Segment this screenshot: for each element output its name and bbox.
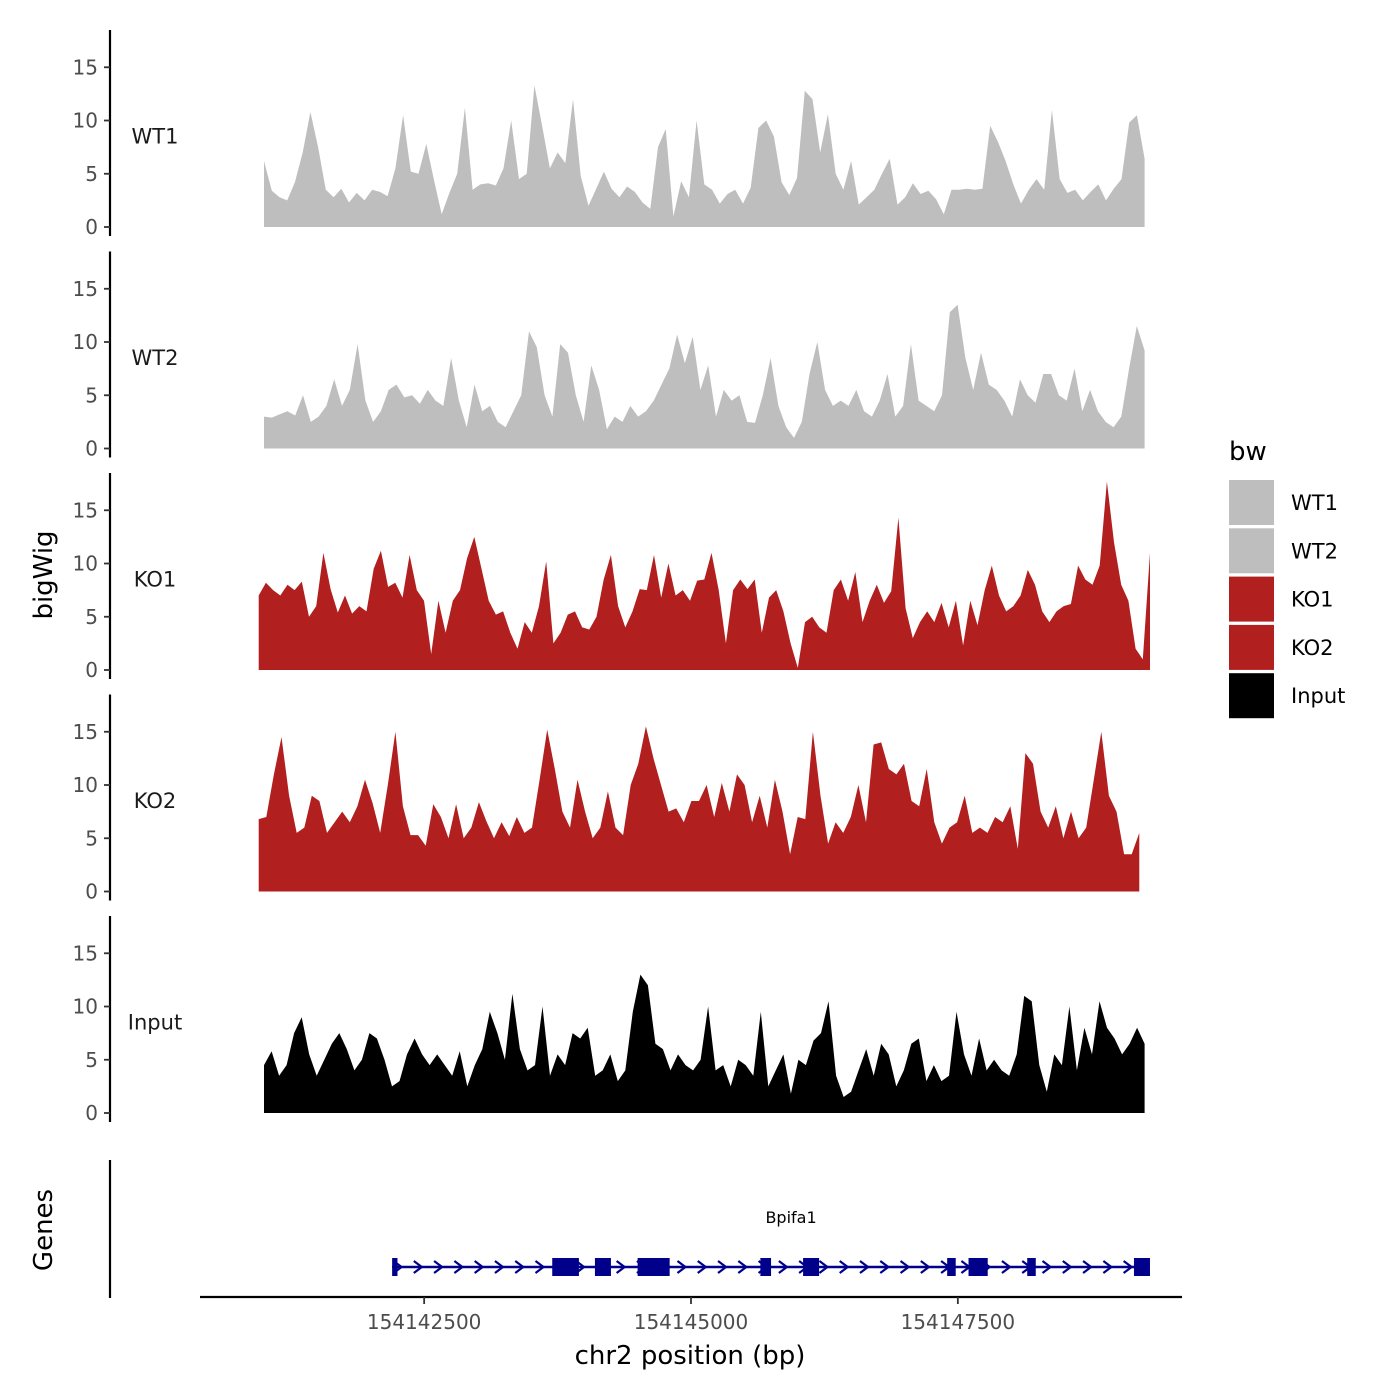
legend: bw WT1 WT2 KO1 KO2 Input [1229, 437, 1345, 719]
strand-arrow [534, 1260, 546, 1274]
gene-exon [947, 1258, 956, 1276]
y-tick-label: 0 [85, 437, 98, 461]
gene-exon [552, 1258, 579, 1276]
strand-arrow [717, 1260, 728, 1274]
legend-label-wt2: WT2 [1291, 539, 1338, 563]
strand-arrow [1041, 1260, 1053, 1274]
y-tick-label: 5 [85, 162, 98, 186]
signal-area-wt2 [264, 304, 1145, 449]
track-wt2: 0 5 10 15 WT2 [73, 251, 1145, 461]
strand-arrow [839, 1260, 850, 1274]
legend-label-wt1: WT1 [1291, 491, 1338, 515]
y-tick-label: 0 [85, 658, 98, 682]
legend-label-ko1: KO1 [1291, 588, 1334, 612]
y-tick-label: 5 [85, 1048, 98, 1072]
signal-area-input [264, 974, 1145, 1113]
strand-arrow [494, 1260, 505, 1274]
strand-arrow [453, 1260, 465, 1274]
gene-exon [1133, 1258, 1150, 1276]
legend-swatch-ko1 [1229, 576, 1274, 622]
y-tick-label: 15 [73, 55, 98, 79]
gene-exon [392, 1258, 398, 1276]
strand-arrow [697, 1260, 708, 1274]
strand-arrow [1082, 1260, 1093, 1274]
track-label: Input [128, 1010, 182, 1034]
strand-arrow [514, 1260, 526, 1274]
strand-arrow [859, 1260, 870, 1274]
signal-tracks: 0 5 10 15 WT1 0 5 10 15 WT2 0 5 10 15 KO1 0 5 10 15 KO2 0 5 10… [73, 30, 1150, 1125]
y-tick-label: 10 [73, 995, 98, 1019]
gene-exon [594, 1258, 611, 1276]
strand-arrow [1062, 1260, 1073, 1274]
track-label: KO1 [134, 567, 177, 591]
strand-arrow [778, 1260, 789, 1274]
gene-track: Bpifa1 [108, 1160, 1150, 1298]
y-tick-label: 10 [73, 330, 98, 354]
track-ko1: 0 5 10 15 KO1 [73, 473, 1150, 682]
track-label: KO2 [134, 789, 177, 813]
legend-swatch-input [1229, 673, 1274, 719]
strand-arrow [920, 1260, 931, 1274]
track-label: WT2 [132, 346, 179, 370]
y-tick-label: 5 [85, 383, 98, 407]
strand-arrow [413, 1260, 424, 1274]
strand-arrow [433, 1260, 444, 1274]
track-input: 0 5 10 15 Input [73, 916, 1145, 1125]
gene-exon [1027, 1258, 1036, 1276]
y-tick-label: 0 [85, 1101, 98, 1125]
y-tick-label: 0 [85, 215, 98, 239]
strand-arrow [737, 1260, 749, 1274]
x-axis-title: chr2 position (bp) [575, 1341, 806, 1371]
x-tick-label: 154147500 [901, 1310, 1016, 1334]
legend-label-ko2: KO2 [1291, 636, 1334, 660]
track-ko2: 0 5 10 15 KO2 [73, 694, 1140, 904]
genes-track-title: Genes [29, 1189, 59, 1271]
strand-arrow [615, 1260, 627, 1274]
y-tick-label: 15 [73, 720, 98, 744]
signal-area-wt1 [264, 85, 1145, 228]
track-label: WT1 [132, 124, 179, 148]
gene-exon [760, 1258, 772, 1276]
strand-arrow [1122, 1260, 1134, 1274]
strand-arrow [879, 1260, 891, 1274]
gene-exon [803, 1258, 820, 1276]
y-axis-title: bigWig [29, 530, 59, 619]
y-tick-label: 15 [73, 498, 98, 522]
strand-arrow [1001, 1260, 1012, 1274]
strand-arrow [473, 1260, 485, 1274]
y-tick-label: 15 [73, 941, 98, 965]
legend-swatch-ko2 [1229, 624, 1274, 670]
gene-exon [968, 1258, 988, 1276]
x-axis: 154142500 154145000 154147500 [200, 1295, 1182, 1334]
x-tick-label: 154145000 [634, 1310, 749, 1334]
y-tick-label: 15 [73, 277, 98, 301]
x-tick-label: 154142500 [367, 1310, 482, 1334]
gene-exon [637, 1258, 670, 1276]
y-tick-label: 10 [73, 773, 98, 797]
strand-arrow [676, 1260, 688, 1274]
gene-name-label: Bpifa1 [765, 1208, 816, 1227]
track-wt1: 0 5 10 15 WT1 [73, 30, 1145, 239]
legend-swatch-wt1 [1229, 480, 1274, 525]
legend-title: bw [1229, 437, 1267, 467]
y-tick-label: 10 [73, 552, 98, 576]
signal-area-ko2 [258, 726, 1140, 892]
y-tick-label: 5 [85, 826, 98, 850]
strand-arrow [818, 1260, 830, 1274]
strand-arrow [1102, 1260, 1114, 1274]
y-tick-label: 10 [73, 109, 98, 133]
legend-label-input: Input [1291, 684, 1345, 708]
signal-area-ko1 [258, 481, 1150, 670]
y-tick-label: 0 [85, 880, 98, 904]
legend-swatch-wt2 [1229, 528, 1274, 574]
y-tick-label: 5 [85, 605, 98, 629]
strand-arrow [899, 1260, 911, 1274]
